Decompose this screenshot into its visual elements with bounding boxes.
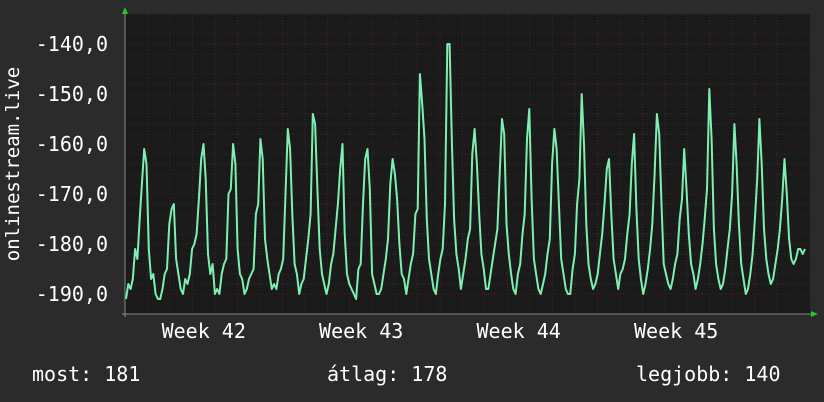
x-tick-label: Week 43 xyxy=(319,319,403,343)
y-axis-arrow-icon xyxy=(122,7,128,14)
y-tick-label: -170,0 xyxy=(36,182,108,206)
y-tick-label: -180,0 xyxy=(36,232,108,256)
x-tick-label: Week 45 xyxy=(634,319,718,343)
grid-minor xyxy=(125,13,810,315)
y-axis-title-text: onlinestream.live xyxy=(2,66,24,262)
grid-major xyxy=(125,14,810,314)
y-tick-label: -140,0 xyxy=(36,32,108,56)
stat-current: most: 181 xyxy=(32,362,141,386)
x-tick-label: Week 44 xyxy=(477,319,561,343)
stat-best: legjobb: 140 xyxy=(636,362,781,386)
y-axis-ticks: -140,0 -150,0 -160,0 -170,0 -180,0 -190,0 xyxy=(36,32,108,306)
y-tick-label: -190,0 xyxy=(36,282,108,306)
y-tick-label: -160,0 xyxy=(36,132,108,156)
series-line xyxy=(125,43,806,300)
y-axis-title: onlinestream.live xyxy=(2,54,24,274)
x-axis-ticks: Week 42 Week 43 Week 44 Week 45 xyxy=(162,319,719,343)
x-axis-arrow-icon xyxy=(811,311,818,317)
stat-average: átlag: 178 xyxy=(327,362,448,386)
x-tick-label: Week 42 xyxy=(162,319,246,343)
y-tick-label: -150,0 xyxy=(36,82,108,106)
